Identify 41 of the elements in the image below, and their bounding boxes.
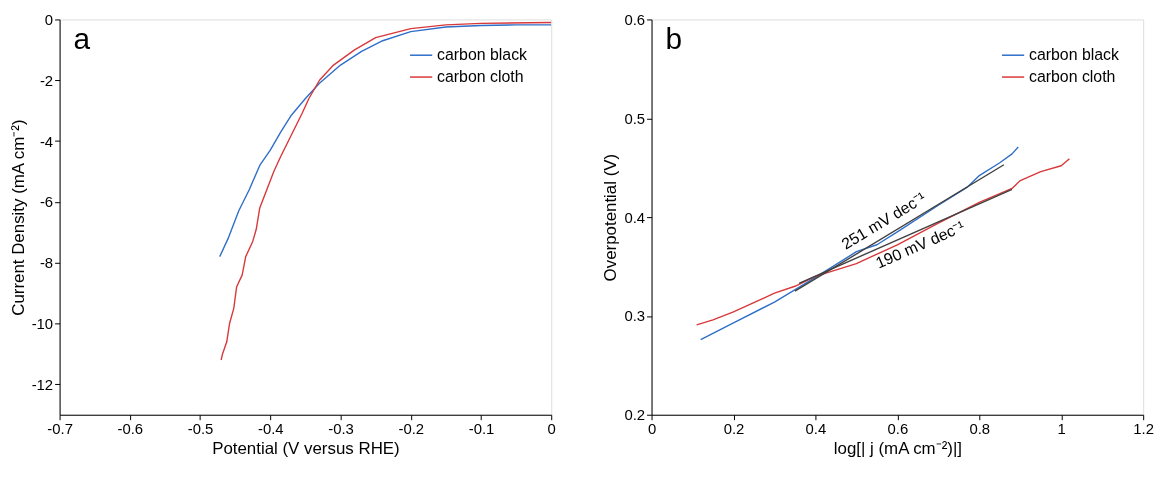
x-tick-label: 0.2 bbox=[723, 421, 745, 438]
x-tick-label: -0.3 bbox=[328, 421, 354, 438]
x-tick-label: 1 bbox=[1057, 421, 1066, 438]
y-tick-label: 0.4 bbox=[624, 209, 646, 226]
y-tick-label: -8 bbox=[39, 255, 54, 272]
legend-label: carbon black bbox=[1028, 46, 1120, 64]
y-tick-label: -4 bbox=[39, 133, 54, 150]
legend-label: carbon black bbox=[437, 46, 528, 64]
legend-label: carbon cloth bbox=[437, 68, 524, 86]
x-axis-title: Potential (V versus RHE) bbox=[212, 438, 400, 458]
y-axis-title: Overpotential (V) bbox=[601, 153, 621, 282]
x-tick-label: -0.1 bbox=[468, 421, 495, 438]
x-tick-label: 0 bbox=[647, 421, 657, 438]
x-axis-title: log[| j (mA cm⁻²)|] bbox=[833, 438, 962, 458]
y-tick-label: 0.6 bbox=[624, 11, 646, 28]
y-tick-label: 0.5 bbox=[624, 110, 646, 127]
y-axis-title: Current Density (mA cm⁻²) bbox=[8, 119, 28, 316]
line-series bbox=[219, 24, 552, 258]
y-tick-label: -12 bbox=[31, 376, 54, 393]
x-tick-label: 0 bbox=[547, 421, 556, 438]
x-tick-label: -0.4 bbox=[257, 421, 284, 438]
line-series bbox=[700, 146, 1019, 341]
x-tick-label: 0.4 bbox=[805, 421, 827, 438]
chart-title: a bbox=[73, 22, 91, 56]
y-tick-label: -6 bbox=[39, 194, 54, 211]
x-tick-label: -0.7 bbox=[47, 421, 73, 438]
y-tick-label: 0 bbox=[44, 11, 54, 28]
line-series bbox=[220, 21, 552, 361]
y-tick-label: -10 bbox=[31, 315, 54, 332]
x-tick-label: -0.5 bbox=[187, 421, 214, 438]
x-tick-label: -0.6 bbox=[117, 421, 144, 438]
x-tick-label: 1.2 bbox=[1133, 421, 1155, 438]
x-tick-label: 0.6 bbox=[887, 421, 909, 438]
y-tick-label: 0.3 bbox=[624, 308, 646, 325]
line-series bbox=[695, 158, 1071, 326]
x-tick-label: -0.2 bbox=[398, 421, 425, 438]
x-tick-label: 0.8 bbox=[969, 421, 991, 438]
y-tick-label: 0.2 bbox=[624, 407, 646, 424]
legend-label: carbon cloth bbox=[1028, 68, 1116, 86]
chart-title: b bbox=[665, 22, 683, 56]
y-tick-label: -2 bbox=[39, 72, 54, 89]
